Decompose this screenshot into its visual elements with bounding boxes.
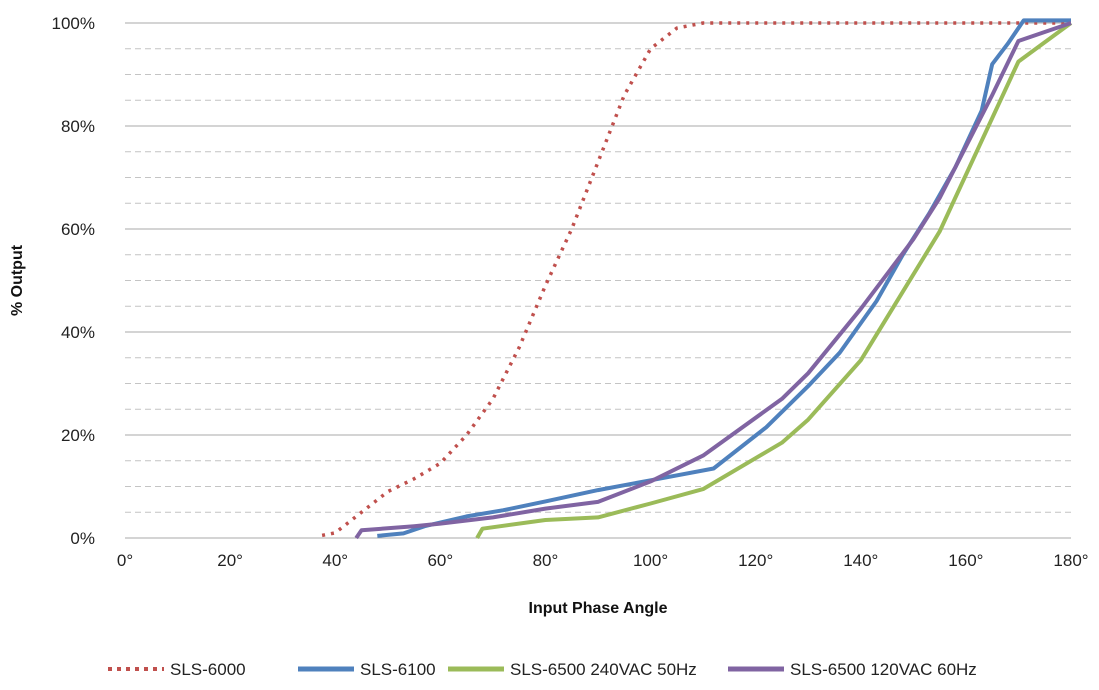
legend-label: SLS-6100 (360, 660, 436, 679)
minor-gridlines (125, 48, 1071, 513)
major-gridlines (125, 22, 1071, 539)
x-tick-label: 0° (117, 551, 133, 570)
x-tick-label: 40° (322, 551, 348, 570)
series-line-2 (377, 18, 1071, 538)
series-line-4 (354, 21, 1072, 540)
x-tick-label: 80° (533, 551, 559, 570)
x-tick-label: 100° (633, 551, 668, 570)
legend-label: SLS-6500 120VAC 60Hz (790, 660, 977, 679)
y-axis-tick-labels: 0% 20% 40% 60% 80% 100% (52, 14, 95, 548)
legend-label: SLS-6000 (170, 660, 246, 679)
y-tick-label: 40% (61, 323, 95, 342)
series-line-3 (475, 21, 1073, 539)
x-tick-label: 180° (1053, 551, 1088, 570)
x-axis-tick-labels: 0° 20° 40° 60° 80° 100° 120° 140° 160° 180° (117, 551, 1089, 570)
y-tick-label: 100% (52, 14, 95, 33)
x-tick-label: 20° (217, 551, 243, 570)
x-tick-label: 120° (738, 551, 773, 570)
y-tick-label: 80% (61, 117, 95, 136)
x-tick-label: 160° (948, 551, 983, 570)
series-line-1 (321, 21, 1071, 538)
legend: SLS-6000 SLS-6100 SLS-6500 240VAC 50Hz SLS-… (108, 660, 977, 679)
y-axis-title: % Output (9, 244, 26, 316)
y-tick-label: 0% (70, 529, 95, 548)
legend-label: SLS-6500 240VAC 50Hz (510, 660, 697, 679)
x-tick-label: 60° (427, 551, 453, 570)
y-tick-label: 60% (61, 220, 95, 239)
y-tick-label: 20% (61, 426, 95, 445)
series-lines (321, 18, 1073, 540)
x-tick-label: 140° (843, 551, 878, 570)
x-axis-title: Input Phase Angle (529, 600, 668, 617)
